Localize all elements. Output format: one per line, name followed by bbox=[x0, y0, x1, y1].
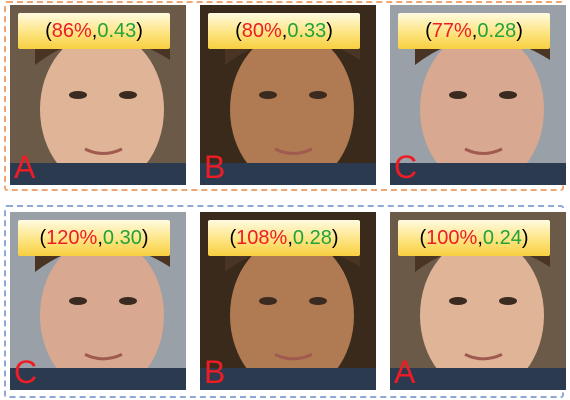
panel-letter: B bbox=[204, 354, 226, 390]
label-part: , bbox=[287, 227, 293, 249]
score-label: (86%,0.43) bbox=[18, 13, 170, 49]
label-part: 0.33 bbox=[287, 20, 327, 42]
label-part: ) bbox=[136, 20, 143, 42]
label-part: 86% bbox=[51, 20, 92, 42]
face-panel: (108%,0.28) B bbox=[200, 212, 376, 390]
label-part: ( bbox=[229, 227, 237, 249]
label-part: ) bbox=[521, 227, 529, 249]
panel-letter: B bbox=[204, 149, 226, 185]
label-part: ( bbox=[235, 20, 242, 42]
label-part: ( bbox=[419, 227, 427, 249]
face-panel: (80%,0.33) B bbox=[200, 5, 376, 185]
label-part: ( bbox=[425, 20, 432, 42]
label-part: ( bbox=[39, 227, 47, 249]
label-part: ) bbox=[516, 20, 523, 42]
label-part: , bbox=[471, 20, 478, 42]
label-part: ) bbox=[141, 227, 149, 249]
label-part: ) bbox=[326, 20, 333, 42]
face-panel: (120%,0.30) C bbox=[10, 212, 186, 390]
score-label: (108%,0.28) bbox=[208, 220, 360, 256]
label-part: ) bbox=[331, 227, 339, 249]
label-part: 0.28 bbox=[477, 20, 517, 42]
label-part: , bbox=[477, 227, 483, 249]
panel-letter: A bbox=[394, 354, 416, 390]
face-panel: (77%,0.28) C bbox=[390, 5, 566, 185]
label-part: 120% bbox=[46, 227, 98, 249]
label-part: 0.24 bbox=[482, 227, 522, 249]
face-panel: (100%,0.24) A bbox=[390, 212, 566, 390]
score-label: (100%,0.24) bbox=[398, 220, 550, 256]
panel-letter: C bbox=[14, 354, 38, 390]
label-part: 0.28 bbox=[292, 227, 332, 249]
label-part: 0.43 bbox=[97, 20, 137, 42]
label-part: 77% bbox=[431, 20, 472, 42]
label-part: 80% bbox=[241, 20, 282, 42]
label-part: , bbox=[97, 227, 103, 249]
face-image bbox=[10, 5, 186, 185]
label-part: 100% bbox=[426, 227, 478, 249]
label-part: , bbox=[281, 20, 288, 42]
score-label: (120%,0.30) bbox=[18, 220, 170, 256]
score-label: (80%,0.33) bbox=[208, 13, 360, 49]
label-part: ( bbox=[45, 20, 52, 42]
label-part: 108% bbox=[236, 227, 288, 249]
face-panel: (86%,0.43) A bbox=[10, 5, 186, 185]
score-label: (77%,0.28) bbox=[398, 13, 550, 49]
label-part: 0.30 bbox=[102, 227, 142, 249]
panel-letter: C bbox=[394, 149, 418, 185]
panel-letter: A bbox=[14, 149, 36, 185]
label-part: , bbox=[91, 20, 98, 42]
